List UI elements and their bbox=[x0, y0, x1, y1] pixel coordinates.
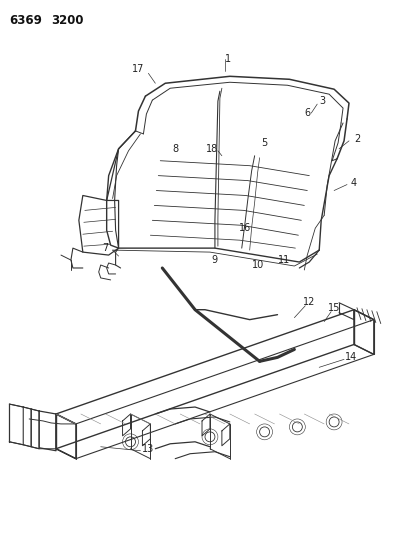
Text: 3200: 3200 bbox=[51, 14, 84, 27]
Text: 12: 12 bbox=[303, 297, 315, 307]
Text: 9: 9 bbox=[212, 255, 218, 265]
Text: 3: 3 bbox=[319, 96, 325, 106]
Text: 15: 15 bbox=[328, 303, 340, 313]
Text: 10: 10 bbox=[251, 260, 264, 270]
Text: 13: 13 bbox=[142, 444, 155, 454]
Text: 5: 5 bbox=[262, 138, 268, 148]
Text: 6369: 6369 bbox=[9, 14, 42, 27]
Text: 18: 18 bbox=[206, 144, 218, 154]
Text: 17: 17 bbox=[132, 64, 145, 74]
Text: 14: 14 bbox=[345, 352, 357, 362]
Text: 4: 4 bbox=[351, 177, 357, 188]
Text: 6: 6 bbox=[304, 108, 310, 118]
Text: 8: 8 bbox=[172, 144, 178, 154]
Text: 2: 2 bbox=[354, 134, 360, 144]
Text: 11: 11 bbox=[278, 255, 290, 265]
Text: 7: 7 bbox=[102, 243, 109, 253]
Text: 16: 16 bbox=[239, 223, 251, 233]
Text: 1: 1 bbox=[225, 54, 231, 64]
